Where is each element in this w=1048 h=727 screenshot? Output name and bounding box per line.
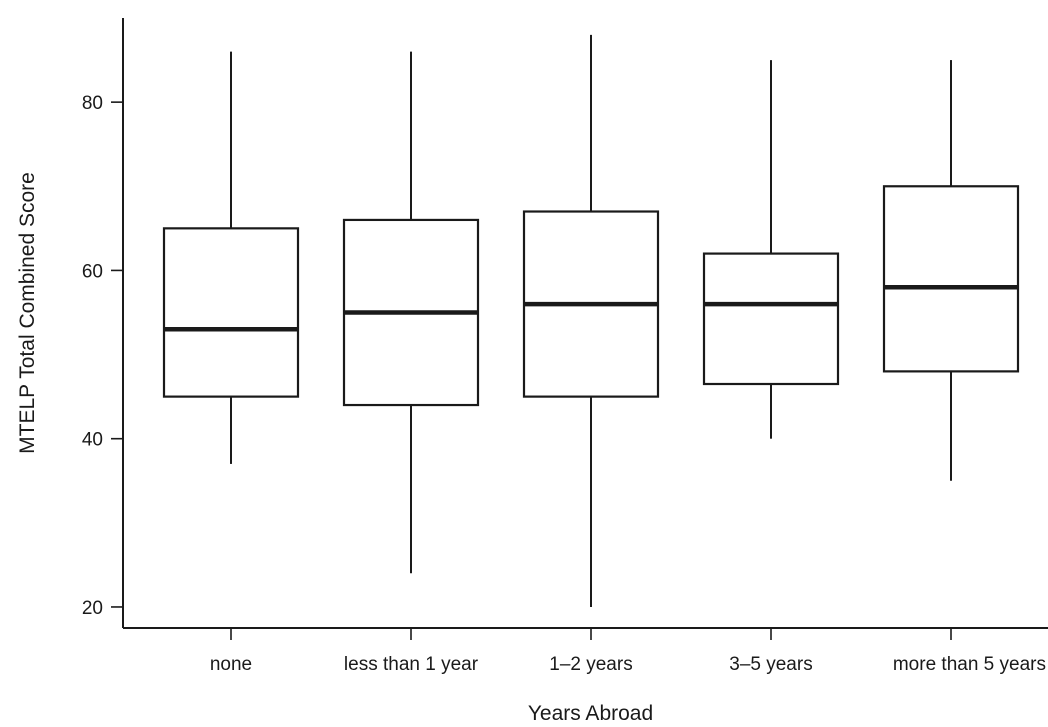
boxes (162, 34, 1020, 607)
y-tick-label: 80 (82, 93, 103, 114)
x-axis-title: Years Abroad (528, 702, 653, 725)
x-tick-label: 1–2 years (549, 654, 632, 675)
x-tick-label: 3–5 years (729, 654, 812, 675)
x-ticks: none less than 1 year 1–2 years 3–5 years mo… (210, 628, 1046, 675)
y-ticks: 20 40 60 80 (82, 93, 123, 619)
box-group (342, 51, 480, 574)
box-group (702, 60, 840, 439)
y-axis-title: MTELP Total Combined Score (16, 172, 39, 454)
x-tick-label: less than 1 year (344, 654, 479, 675)
y-tick-label: 20 (82, 598, 103, 619)
box-group (522, 34, 660, 607)
axes (122, 18, 1048, 629)
box-group (162, 51, 300, 464)
y-tick-label: 40 (82, 430, 103, 451)
iqr-box (882, 185, 1020, 373)
box-group (882, 60, 1020, 481)
x-tick-label: more than 5 years (893, 654, 1046, 675)
iqr-box (162, 227, 300, 398)
y-tick-label: 60 (82, 261, 103, 282)
iqr-box (702, 252, 840, 386)
x-tick-label: none (210, 654, 252, 675)
